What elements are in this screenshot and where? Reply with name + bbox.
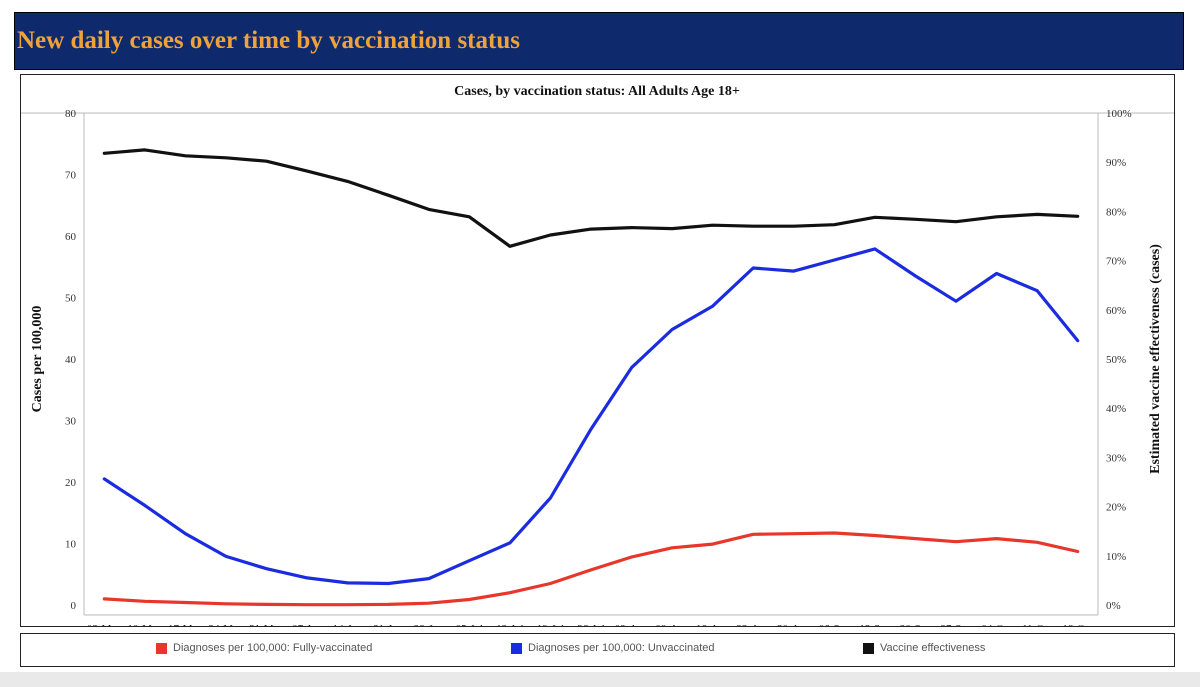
x-tick-label: 21-Jun [373,623,403,626]
x-tick-label: 12-Jul [496,623,524,626]
y2-tick-label: 100% [1106,108,1132,120]
x-tick-label: 26-Jul [577,623,605,626]
x-axis-ticks: 03-May 10-May 17-May 24-May 31-May 07-Jun 14-J… [87,623,1093,635]
x-tick-label: 19-Jul [537,623,565,626]
y2-tick-label: 0% [1106,600,1121,612]
y-tick-label: 30 [65,416,77,428]
legend-item-vaccine-effectiveness[interactable]: Vaccine effectiveness [863,642,985,654]
x-tick-label: 07-Jun [292,623,322,626]
y-tick-label: 70 [65,170,77,182]
x-tick-label: 16-Aug [696,623,730,626]
x-tick-label: 20-Sep [900,623,932,626]
y-axis-ticks: 0 10 20 30 40 50 60 70 80 [65,108,77,612]
y-tick-label: 50 [65,293,77,305]
legend-swatch-red [156,642,167,654]
legend-item-fully-vaccinated[interactable]: Diagnoses per 100,000: Fully-vaccinated [156,642,372,654]
plot-frame [21,112,1174,616]
y-tick-label: 20 [65,477,77,489]
series-points-2 [104,149,1078,247]
x-tick-label: 06-Sep [819,623,851,626]
x-tick-label: 13-Sep [859,623,891,626]
y2-tick-label: 40% [1106,403,1126,415]
legend-swatch-black [863,642,874,654]
y2-tick-label: 10% [1106,551,1126,563]
x-tick-label: 10-May [127,623,162,626]
y2-tick-label: 50% [1106,354,1126,366]
x-tick-label: 04-Oct [981,623,1012,626]
y2-tick-label: 30% [1106,452,1126,464]
y2-tick-label: 80% [1106,206,1126,218]
y-tick-label: 60 [65,231,77,243]
y2-tick-label: 70% [1106,256,1126,268]
y2-tick-label: 60% [1106,305,1126,317]
x-tick-label: 30-Aug [777,623,811,626]
y2-axis-label: Estimated vaccine effectiveness (cases) [1148,244,1163,474]
y-tick-label: 80 [65,108,77,120]
y2-axis-ticks: 0% 10% 20% 30% 40% 50% 60% 70% 80% 90% 100% [1106,108,1132,612]
y-axis-label: Cases per 100,000 [30,306,45,413]
x-tick-label: 31-May [249,623,284,626]
legend-label: Diagnoses per 100,000: Fully-vaccinated [173,642,373,654]
series-line-1 [102,247,1080,586]
x-tick-label: 17-May [168,623,203,626]
chart-title: Cases, by vaccination status: All Adults… [454,84,740,99]
x-tick-label: 09-Aug [655,623,689,626]
x-tick-label: 18-Oct [1062,623,1093,626]
x-tick-label: 02-Aug [615,623,649,626]
line-chart: Cases, by vaccination status: All Adults… [21,84,1174,635]
y-tick-label: 40 [65,354,77,366]
x-tick-label: 23-Aug [736,623,770,626]
header-banner: New daily cases over time by vaccination… [14,12,1184,70]
series-points-0 [104,533,1078,605]
x-tick-label: 28-Jun [414,623,444,626]
legend-item-unvaccinated[interactable]: Diagnoses per 100,000: Unvaccinated [511,642,715,654]
legend-label: Diagnoses per 100,000: Unvaccinated [528,642,715,654]
chart-panel: Cases, by vaccination status: All Adults… [20,74,1175,635]
x-tick-label: 24-May [209,623,244,626]
x-tick-label: 27-Sep [940,623,972,626]
y2-tick-label: 90% [1106,157,1126,169]
x-tick-label: 14-Jun [333,623,363,626]
bottom-strip [0,672,1200,687]
series-line-0 [102,531,1080,607]
page-title: New daily cases over time by vaccination… [17,27,520,54]
x-tick-label: 03-May [87,623,122,626]
series-points-1 [104,248,1078,584]
legend-label: Vaccine effectiveness [880,642,986,654]
y-tick-label: 10 [65,539,77,551]
x-tick-label: 05-Jul [456,623,484,626]
series-lines [102,148,1080,607]
series-line-2 [102,148,1080,248]
legend-swatch-blue [511,642,522,654]
y-tick-label: 0 [71,600,77,612]
x-tick-label: 11-Oct [1022,623,1052,626]
y2-tick-label: 20% [1106,502,1126,514]
chart-legend: Diagnoses per 100,000: Fully-vaccinated … [20,633,1175,667]
